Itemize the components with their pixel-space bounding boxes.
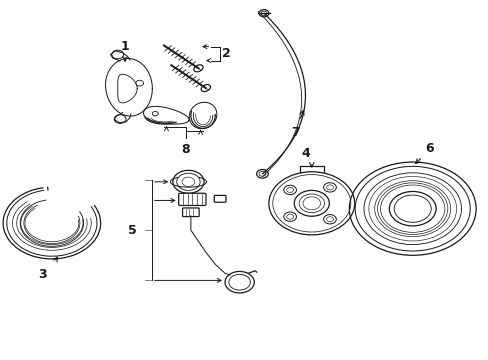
Text: 3: 3 [38, 268, 46, 281]
Text: 5: 5 [128, 224, 137, 237]
FancyBboxPatch shape [182, 208, 199, 217]
Text: 1: 1 [121, 40, 129, 53]
FancyBboxPatch shape [214, 195, 225, 202]
Text: 7: 7 [291, 126, 300, 139]
Text: 2: 2 [222, 47, 230, 60]
FancyBboxPatch shape [178, 193, 205, 206]
Ellipse shape [193, 65, 203, 72]
Text: 6: 6 [424, 142, 433, 155]
Text: 4: 4 [301, 147, 310, 160]
Text: 8: 8 [182, 143, 190, 156]
Ellipse shape [201, 85, 210, 91]
